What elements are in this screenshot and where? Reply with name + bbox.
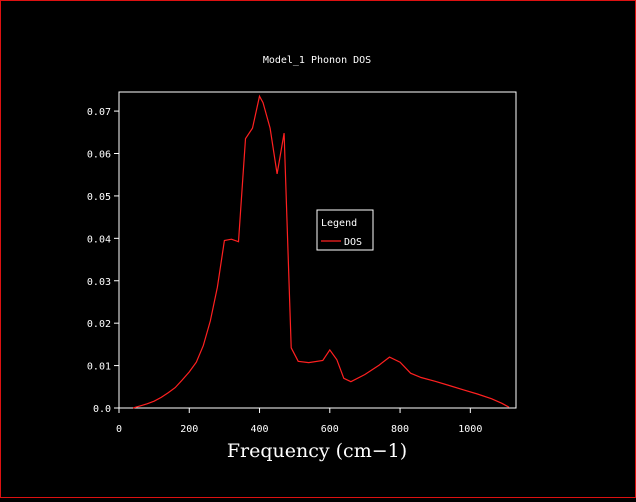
x-axis-label: Frequency (cm−1) (227, 440, 407, 462)
y-tick-label: 0.05 (87, 192, 111, 203)
legend-label-dos: DOS (344, 237, 362, 248)
y-tick-label: 0.04 (87, 234, 111, 245)
legend: Legend DOS (316, 209, 374, 251)
y-tick-label: 0.07 (87, 107, 111, 118)
y-tick-label: 0.03 (87, 277, 111, 288)
legend-box (316, 209, 374, 251)
x-axis: 0 200 400 600 800 1000 (116, 408, 482, 435)
x-tick-label: 200 (180, 424, 198, 435)
series-line-dos (132, 94, 510, 409)
legend-title: Legend (321, 218, 357, 229)
y-tick-label: 0.02 (87, 319, 111, 330)
y-tick-label: 0.06 (87, 150, 111, 161)
x-tick-label: 1000 (458, 424, 482, 435)
plot-area (118, 91, 517, 409)
y-tick-label: 0.01 (87, 362, 111, 373)
y-axis: 0.0 0.01 0.02 0.03 0.04 0.05 0.06 0.07 (87, 107, 119, 415)
x-tick-label: 600 (321, 424, 339, 435)
chart-title: Model_1 Phonon DOS (263, 55, 371, 66)
y-tick-label: 0.0 (93, 404, 111, 415)
x-tick-label: 800 (391, 424, 409, 435)
x-tick-label: 400 (250, 424, 268, 435)
x-tick-label: 0 (116, 424, 122, 435)
